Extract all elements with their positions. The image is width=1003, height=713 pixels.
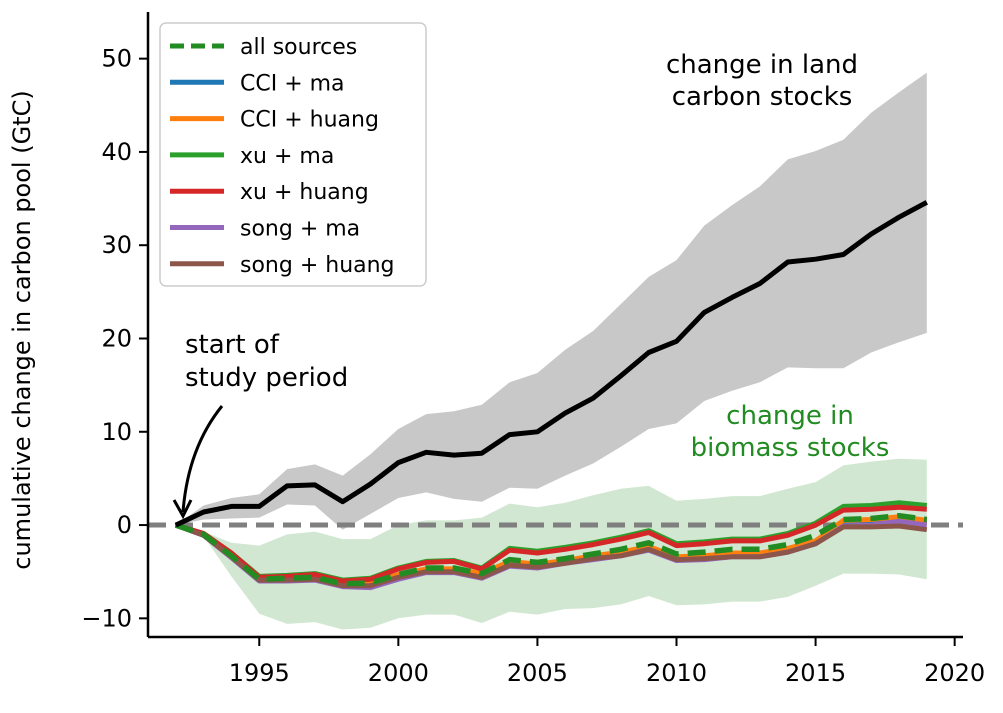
annotation-line: biomass stocks: [691, 433, 890, 463]
legend-label: song + huang: [240, 253, 395, 278]
series-line-all-sources: [174, 512, 928, 587]
annotation-line: carbon stocks: [672, 82, 853, 112]
legend-label: xu + ma: [240, 144, 334, 169]
y-tick-label: 10: [101, 418, 132, 446]
x-tick-label: 2010: [646, 659, 707, 687]
annotation-line: change in: [726, 401, 854, 431]
x-tick-label: 2020: [924, 659, 985, 687]
x-tick-label: 1995: [229, 659, 290, 687]
start-arrow-head: [172, 499, 193, 520]
annotation-line: change in land: [666, 50, 858, 80]
axes: [146, 12, 963, 639]
y-axis-label: cumulative change in carbon pool (GtC): [8, 90, 36, 569]
legend: all sources CCI + ma CCI + huang xu + ma xu …: [159, 22, 427, 287]
y-tick-label: 30: [101, 231, 132, 259]
x-tick-label: 2015: [785, 659, 846, 687]
start-arrow: [181, 405, 224, 513]
legend-label: CCI + ma: [240, 71, 345, 96]
y-tick-label: 50: [101, 45, 132, 73]
y-tick-label: 20: [101, 324, 132, 352]
legend-box: [159, 22, 427, 287]
land-uncertainty-band: [175, 72, 927, 530]
x-tick-label: 2000: [368, 659, 429, 687]
y-tick-label: 40: [101, 138, 132, 166]
legend-label: xu + huang: [240, 180, 369, 205]
series-line-7: [174, 200, 928, 528]
y-tick-label: −10: [81, 604, 132, 632]
series-lines: [174, 200, 928, 591]
x-tick-label: 2005: [507, 659, 568, 687]
legend-label: CCI + huang: [240, 108, 379, 133]
legend-label: song + ma: [240, 217, 360, 242]
legend-label: all sources: [240, 35, 357, 60]
x-axis-ticks: 1995 2000 2005 2010 2015 2020: [229, 637, 985, 687]
y-tick-label: 0: [117, 511, 132, 539]
annotation-line: start of: [185, 330, 280, 360]
annotation-line: study period: [185, 363, 348, 393]
y-axis-ticks: −10 0 10 20 30 40 50: [81, 45, 148, 632]
